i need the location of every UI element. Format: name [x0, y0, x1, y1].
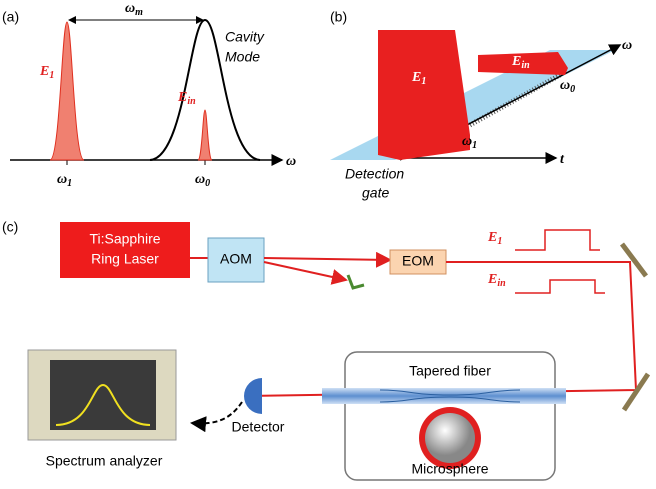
- e1-peak: [50, 22, 84, 160]
- figure: (a) ωm Cavity Mode E1 Ein ω ω1 ω0 (b) E1…: [0, 0, 656, 489]
- panel-label: (c): [2, 219, 18, 235]
- text-part: ω: [125, 1, 135, 16]
- text-part: 1: [421, 76, 426, 87]
- label: ω1: [57, 172, 72, 189]
- text-part: ω: [560, 78, 570, 93]
- text-part: E: [39, 64, 49, 79]
- label: Mode: [225, 49, 260, 65]
- label: E1: [39, 64, 54, 81]
- label: ω1: [462, 134, 477, 151]
- label: Ein: [177, 90, 196, 107]
- label: E1: [487, 230, 502, 247]
- label: AOM: [220, 251, 252, 267]
- label: Tapered fiber: [409, 363, 491, 379]
- beam: [264, 258, 390, 260]
- label: Microsphere: [411, 461, 488, 477]
- text-part: 0: [205, 178, 210, 189]
- label: Detector: [232, 419, 285, 435]
- label: Ring Laser: [91, 251, 159, 267]
- text-part: 1: [67, 178, 72, 189]
- text-part: in: [187, 96, 196, 107]
- label: Cavity: [225, 29, 265, 45]
- panel-b: (b) E1 Ein ω t ω0 ω1 Detection gate: [330, 9, 632, 201]
- label: ω0: [195, 172, 210, 189]
- label: ω: [622, 38, 632, 53]
- ein-peak: [198, 110, 212, 160]
- text-part: E: [487, 272, 497, 287]
- text-part: E: [487, 230, 497, 245]
- beam-dump: [348, 275, 364, 288]
- beam: [264, 262, 346, 280]
- text-part: ω: [462, 134, 472, 149]
- panel-label: (b): [330, 9, 347, 25]
- text-part: in: [521, 60, 530, 71]
- label: Spectrum analyzer: [46, 453, 163, 469]
- mirror: [622, 244, 646, 276]
- tapered-fiber: [322, 388, 566, 404]
- label: Ti:Sapphire: [89, 231, 160, 247]
- text-part: E: [177, 90, 187, 105]
- label: ω0: [560, 78, 575, 95]
- text-part: 0: [570, 84, 575, 95]
- screen: [50, 360, 156, 430]
- text-part: E: [411, 70, 421, 85]
- text-part: 1: [472, 140, 477, 151]
- label: EOM: [402, 253, 434, 269]
- text-part: 1: [497, 236, 502, 247]
- label: Ein: [487, 272, 506, 289]
- label: ωm: [125, 1, 143, 18]
- label: t: [560, 152, 565, 167]
- label: Detection: [345, 166, 404, 182]
- text-part: 1: [49, 70, 54, 81]
- text-part: ω: [57, 172, 67, 187]
- panel-label: (a): [2, 9, 19, 25]
- panel-a: (a) ωm Cavity Mode E1 Ein ω ω1 ω0: [2, 1, 296, 189]
- panel-c: (c) Ti:Sapphire Ring Laser AOM EOM E1 Ei…: [2, 219, 648, 480]
- microsphere: [425, 413, 475, 463]
- pulse: [515, 230, 600, 250]
- text-part: m: [135, 7, 143, 18]
- pulse: [515, 280, 605, 293]
- label: gate: [362, 185, 389, 201]
- text-part: ω: [195, 172, 205, 187]
- e1-block: [378, 30, 470, 160]
- text-part: in: [497, 278, 506, 289]
- text-part: E: [511, 54, 521, 69]
- detector: [244, 378, 262, 414]
- label: ω: [286, 154, 296, 169]
